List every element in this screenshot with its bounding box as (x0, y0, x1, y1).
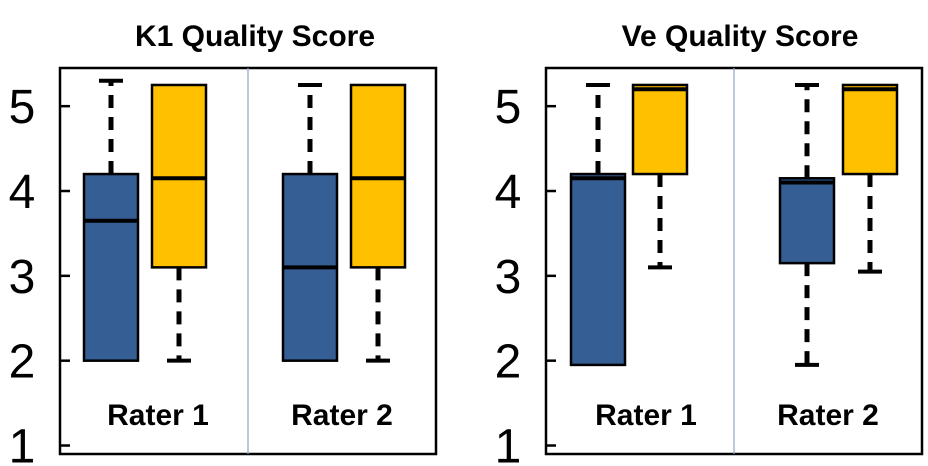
y-tick-label: 4 (9, 166, 36, 219)
box-iqr (150, 83, 208, 269)
box-plot (841, 83, 899, 274)
y-tick-label: 2 (9, 336, 36, 389)
box-iqr (569, 172, 627, 367)
box-plots (82, 78, 407, 363)
y-tick-label: 4 (495, 166, 522, 219)
group-label-rater-2: Rater 2 (291, 399, 393, 432)
y-axis: 1 2 3 4 5 (495, 81, 556, 466)
y-tick-label: 3 (495, 251, 522, 304)
box-iqr (349, 83, 407, 269)
box-plots (569, 82, 899, 367)
y-tick-label: 5 (495, 81, 522, 134)
y-tick-label: 2 (495, 336, 522, 389)
chart-title: K1 Quality Score (135, 20, 375, 53)
y-tick-label: 3 (9, 251, 36, 304)
group-label-rater-2: Rater 2 (777, 399, 879, 432)
box-iqr (82, 172, 140, 362)
box-iqr (778, 177, 836, 265)
group-label-rater-1: Rater 1 (595, 399, 697, 432)
y-tick-label: 1 (495, 421, 522, 466)
y-tick-label: 1 (9, 421, 36, 466)
box-plot (631, 83, 689, 270)
box-plot (150, 83, 208, 363)
box-plot (778, 82, 836, 367)
chart-k1-quality-score: K1 Quality Score 1 2 3 4 5 Rater 1 Rater 2 (9, 20, 438, 466)
box-iqr (631, 83, 689, 176)
y-axis: 1 2 3 4 5 (9, 81, 70, 466)
chart-ve-quality-score: Ve Quality Score 1 2 3 4 5 Rater 1 Rater 2 (495, 20, 924, 466)
box-plot (281, 82, 339, 362)
box-plot (349, 83, 407, 363)
group-label-rater-1: Rater 1 (107, 399, 209, 432)
box-plot (569, 82, 627, 367)
box-plot (82, 78, 140, 362)
y-tick-label: 5 (9, 81, 36, 134)
box-iqr (841, 83, 899, 176)
chart-title: Ve Quality Score (622, 20, 859, 53)
